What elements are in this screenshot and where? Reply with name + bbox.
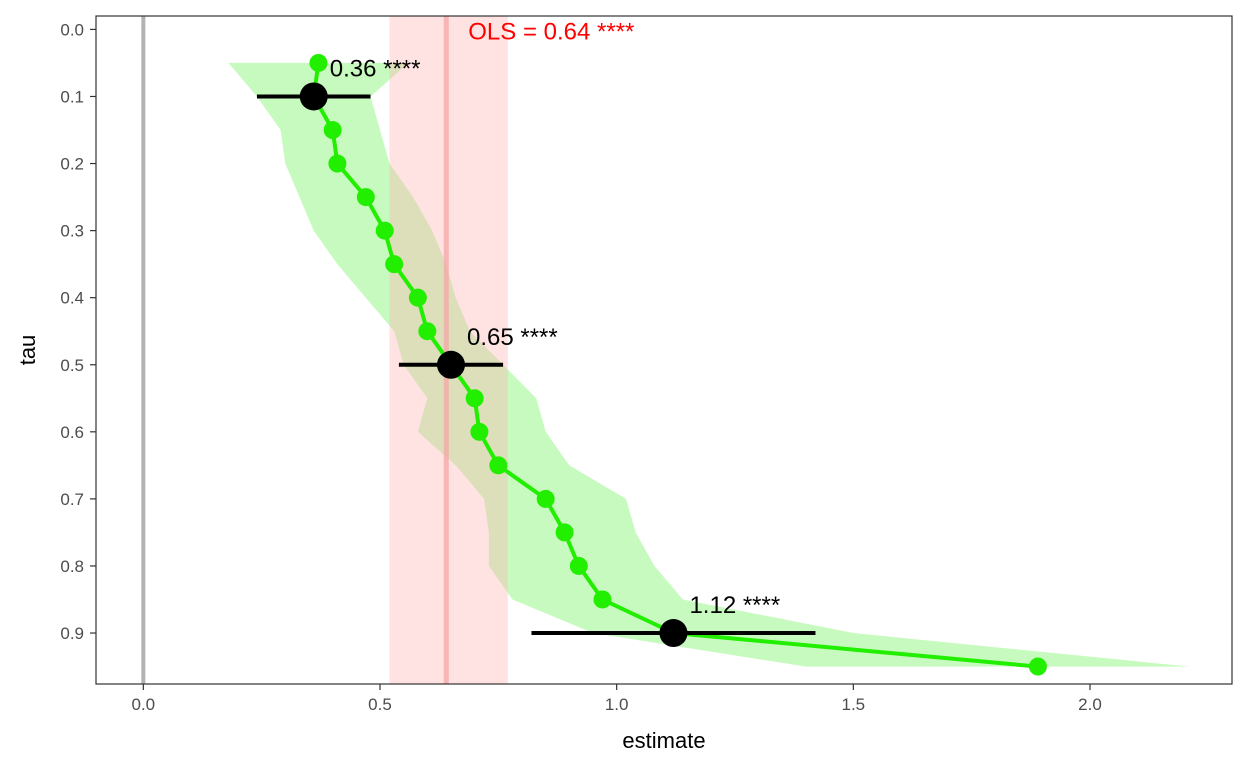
- y-tick-label: 0.9: [60, 624, 84, 643]
- quantile-point: [385, 255, 404, 274]
- panel-border: [95, 15, 1233, 685]
- x-tick-label: 1.5: [842, 695, 866, 714]
- x-tick-label: 0.5: [368, 695, 392, 714]
- y-tick-label: 0.2: [60, 155, 84, 174]
- quantile-point: [323, 121, 342, 140]
- highlight-point: [437, 350, 465, 379]
- plot-area: 0.36 **** 0.65 **** 1.12 **** OLS = 0.64 **…: [141, 16, 1190, 684]
- x-tick-label: 0.0: [132, 695, 156, 714]
- quantile-point: [465, 389, 484, 408]
- y-axis-title: tau: [15, 335, 40, 366]
- quantile-point: [536, 489, 555, 508]
- y-tick-label: 0.3: [60, 222, 84, 241]
- quantile-point: [1028, 657, 1047, 676]
- axes: 0.0 0.5 1.0 1.5 2.0 0.0 0.1 0.2 0.3 0.4 0.5 0.6 0.7 0…: [60, 20, 1101, 714]
- x-axis-title: estimate: [622, 728, 705, 753]
- quantile-point: [309, 53, 328, 72]
- highlight-point: [299, 82, 328, 111]
- quantile-point: [569, 556, 588, 575]
- quantile-point: [470, 422, 489, 441]
- quantile-point: [408, 288, 427, 307]
- highlight-point: [659, 619, 688, 648]
- y-tick-label: 0.5: [60, 356, 84, 375]
- x-tick-label: 2.0: [1078, 695, 1102, 714]
- y-tick-label: 0.0: [60, 20, 84, 39]
- x-tick-label: 1.0: [605, 695, 629, 714]
- quantile-point: [375, 221, 394, 240]
- quantile-point: [555, 523, 574, 542]
- quantile-point: [418, 322, 437, 341]
- y-tick-label: 0.4: [60, 289, 84, 308]
- highlight-label: 0.65 ****: [467, 324, 558, 351]
- quantile-point: [593, 590, 612, 609]
- quantile-point: [328, 154, 347, 173]
- y-tick-label: 0.1: [60, 87, 84, 106]
- ols-label: OLS = 0.64 ****: [468, 18, 634, 45]
- quantile-point: [489, 456, 508, 475]
- highlight-label: 1.12 ****: [689, 592, 780, 619]
- y-tick-label: 0.7: [60, 490, 84, 509]
- highlight-label: 0.36 ****: [330, 55, 421, 82]
- y-tick-label: 0.8: [60, 557, 84, 576]
- quantile-point: [356, 188, 375, 207]
- y-tick-label: 0.6: [60, 423, 84, 442]
